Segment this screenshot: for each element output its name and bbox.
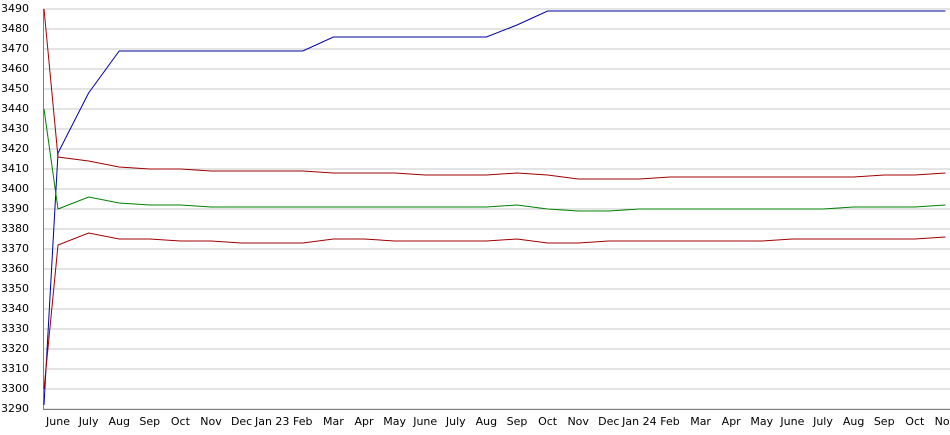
x-tick-label: Oct bbox=[905, 415, 925, 428]
y-tick-label: 3300 bbox=[1, 382, 29, 395]
series-line bbox=[43, 232, 946, 390]
y-tick-label: 3400 bbox=[1, 182, 29, 195]
x-tick-label: July bbox=[445, 415, 466, 428]
x-tick-label: Apr bbox=[722, 415, 742, 428]
y-tick-label: 3420 bbox=[1, 142, 29, 155]
y-tick-label: 3490 bbox=[1, 2, 29, 15]
x-tick-label: Nov bbox=[567, 415, 589, 428]
y-tick-label: 3330 bbox=[1, 322, 29, 335]
x-tick-label: Oct bbox=[171, 415, 191, 428]
x-tick-label: July bbox=[78, 415, 99, 428]
series-line bbox=[43, 108, 946, 212]
x-tick-label: Dec bbox=[231, 415, 252, 428]
x-tick-label: Mar bbox=[323, 415, 344, 428]
y-tick-label: 3450 bbox=[1, 82, 29, 95]
y-tick-label: 3290 bbox=[1, 402, 29, 415]
x-tick-label: Mar bbox=[690, 415, 711, 428]
y-tick-label: 3440 bbox=[1, 102, 29, 115]
x-tick-label: June bbox=[45, 415, 70, 428]
y-tick-label: 3360 bbox=[1, 262, 29, 275]
y-tick-label: 3430 bbox=[1, 122, 29, 135]
x-tick-label: Sep bbox=[507, 415, 528, 428]
y-tick-label: 3390 bbox=[1, 202, 29, 215]
x-tick-label: July bbox=[812, 415, 833, 428]
x-tick-label: June bbox=[779, 415, 804, 428]
x-tick-label: May bbox=[383, 415, 406, 428]
x-tick-label: Nov bbox=[200, 415, 222, 428]
y-tick-label: 3480 bbox=[1, 22, 29, 35]
x-tick-label: Feb bbox=[660, 415, 679, 428]
x-tick-label: Dec bbox=[598, 415, 619, 428]
y-tick-label: 3340 bbox=[1, 302, 29, 315]
x-tick-label: Nov bbox=[935, 415, 950, 428]
series-line bbox=[43, 8, 946, 180]
x-tick-label: June bbox=[412, 415, 437, 428]
y-tick-label: 3350 bbox=[1, 282, 29, 295]
y-tick-label: 3460 bbox=[1, 62, 29, 75]
x-tick-label: Sep bbox=[874, 415, 895, 428]
x-tick-label: Aug bbox=[108, 415, 129, 428]
x-tick-label: Sep bbox=[139, 415, 160, 428]
y-tick-label: 3410 bbox=[1, 162, 29, 175]
y-tick-label: 3470 bbox=[1, 42, 29, 55]
series-line bbox=[43, 10, 946, 406]
x-tick-label: Feb bbox=[293, 415, 312, 428]
x-tick-label: Aug bbox=[476, 415, 497, 428]
y-tick-label: 3310 bbox=[1, 362, 29, 375]
x-tick-label: Apr bbox=[354, 415, 374, 428]
x-tick-label: Aug bbox=[843, 415, 864, 428]
y-tick-label: 3370 bbox=[1, 242, 29, 255]
x-tick-label: Jan 24 bbox=[621, 415, 656, 428]
y-tick-label: 3380 bbox=[1, 222, 29, 235]
x-tick-label: May bbox=[750, 415, 773, 428]
x-tick-label: Oct bbox=[538, 415, 558, 428]
y-tick-label: 3320 bbox=[1, 342, 29, 355]
x-tick-label: Jan 23 bbox=[254, 415, 289, 428]
